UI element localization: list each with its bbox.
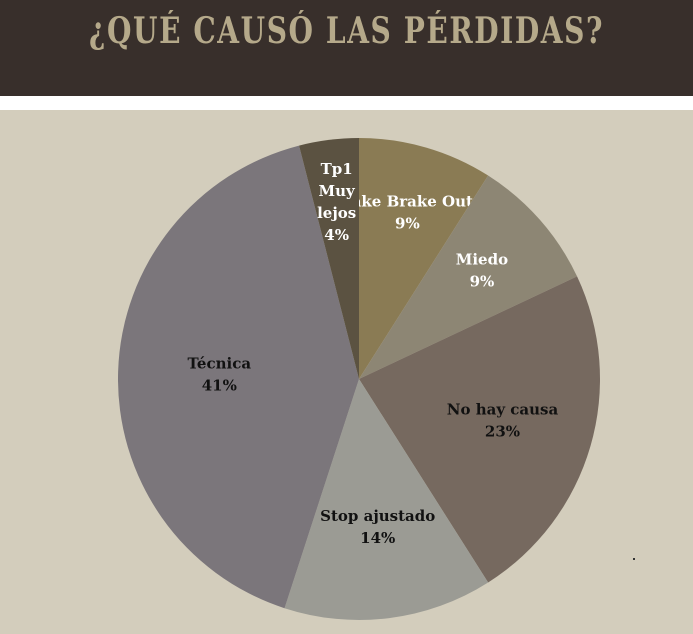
slice-name-stop-ajustado: Stop ajustado bbox=[320, 507, 435, 525]
slice-label-stop-ajustado: Stop ajustado 14% bbox=[320, 507, 435, 547]
slice-label-no-hay-causa: No hay causa 23% bbox=[447, 401, 559, 441]
pie-slice-miedo bbox=[359, 175, 578, 379]
header-bar: ¿QUÉ CAUSÓ LAS PÉRDIDAS? bbox=[0, 0, 693, 96]
slice-label-miedo: Miedo 9% bbox=[456, 251, 508, 291]
slice-label-fake-brake-out: Fake Brake Out 9% bbox=[342, 192, 473, 232]
slice-label-tecnica: Técnica 41% bbox=[187, 355, 251, 395]
slice-name-miedo: Miedo bbox=[456, 251, 508, 269]
stray-dot bbox=[633, 558, 635, 560]
pie-slice-no-hay-causa bbox=[359, 276, 600, 583]
pie-slice-tp1-muy-lejos bbox=[299, 138, 359, 379]
pie-slice-tecnica bbox=[117, 145, 359, 609]
slice-value-fake-brake-out: 9% bbox=[395, 214, 420, 232]
pie-slice-fake-brake-out bbox=[359, 138, 489, 379]
slice-name-tp1-muy-lejos: Tp1 Muy lejos bbox=[317, 160, 356, 222]
pie-slice-stop-ajustado bbox=[284, 379, 489, 620]
slice-value-tecnica: 41% bbox=[202, 377, 237, 395]
slice-value-stop-ajustado: 14% bbox=[360, 529, 395, 547]
page-title: ¿QUÉ CAUSÓ LAS PÉRDIDAS? bbox=[89, 10, 604, 52]
slice-value-miedo: 9% bbox=[470, 273, 495, 291]
slice-name-tecnica: Técnica bbox=[187, 355, 251, 373]
slice-name-no-hay-causa: No hay causa bbox=[447, 401, 559, 419]
chart-panel: Fake Brake Out 9% Miedo 9% No hay causa 23% St… bbox=[0, 110, 693, 634]
slice-value-no-hay-causa: 23% bbox=[485, 423, 520, 441]
slice-label-tp1-muy-lejos: Tp1 Muy lejos 4% bbox=[317, 160, 356, 244]
slice-value-tp1-muy-lejos: 4% bbox=[324, 226, 349, 244]
pie-chart: Fake Brake Out 9% Miedo 9% No hay causa 23% St… bbox=[117, 138, 600, 620]
slice-name-fake-brake-out: Fake Brake Out bbox=[342, 192, 473, 210]
